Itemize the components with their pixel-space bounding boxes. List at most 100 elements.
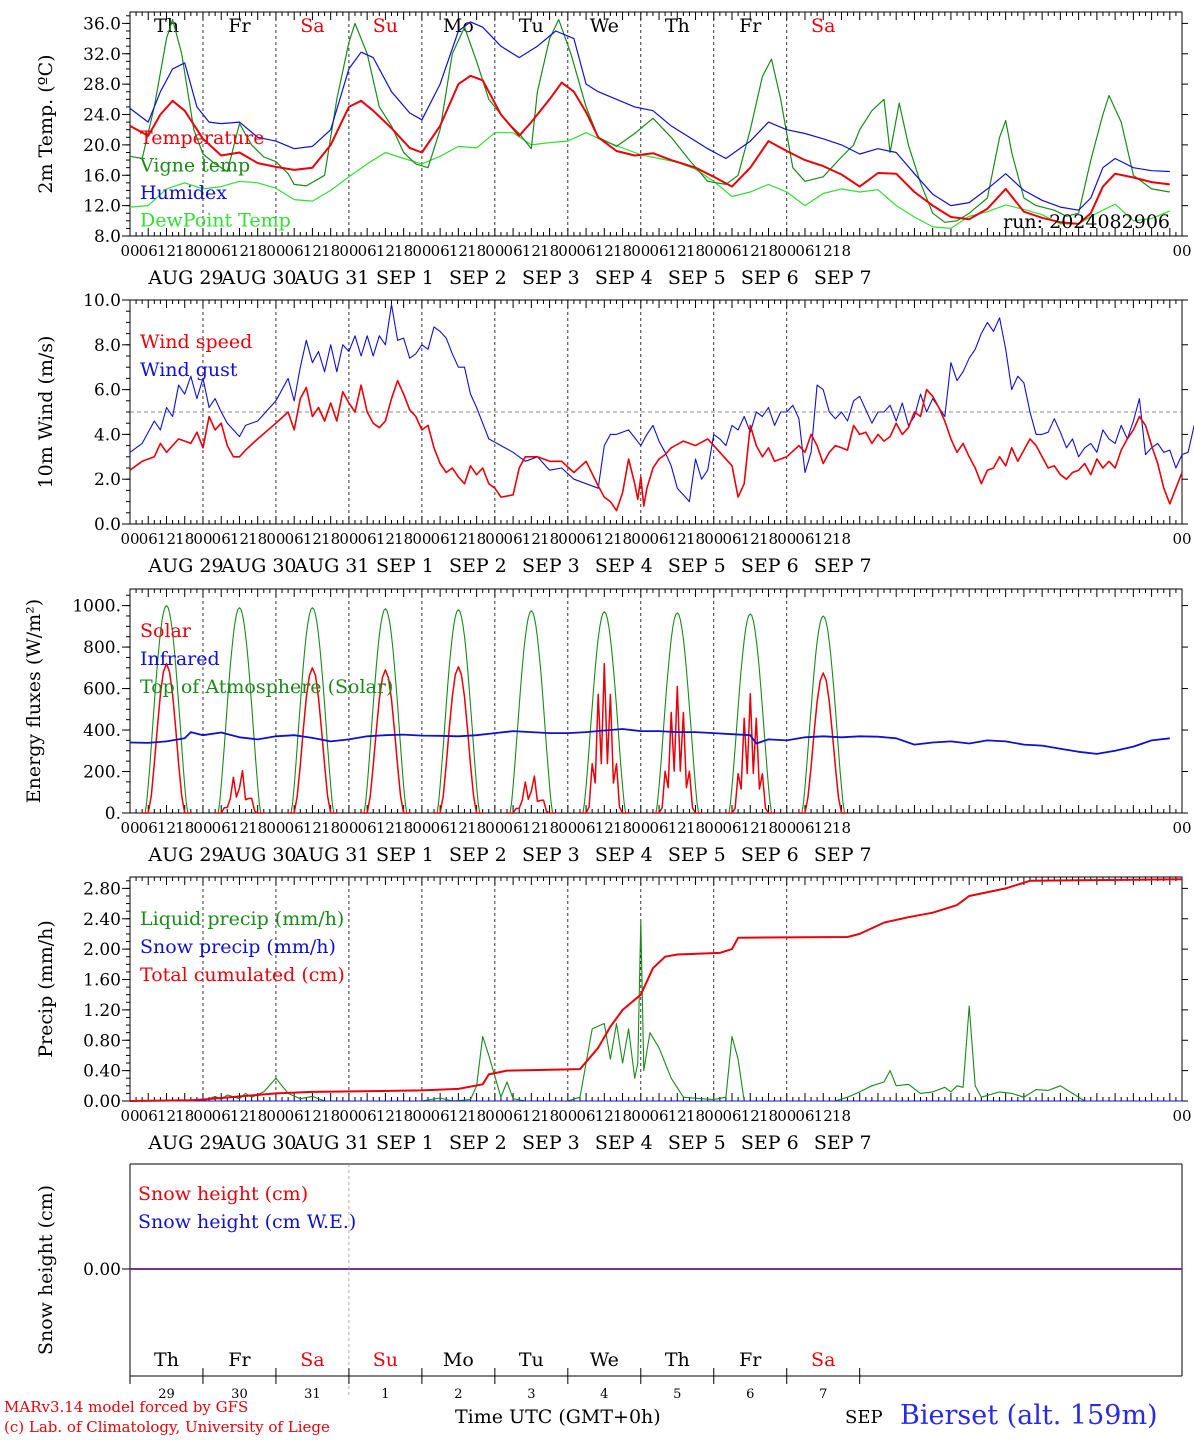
hour-tick-label: 06 [431,1107,450,1125]
solar-day-1 [142,662,191,814]
hour-tick-label: 00 [558,819,577,837]
hour-tick-label: 00 [704,530,723,548]
date-label: SEP 4 [595,1132,653,1154]
hour-tick-label: 00 [266,1107,285,1125]
hour-tick-label: 00 [120,1107,139,1125]
date-label: AUG 29 [147,555,223,577]
hour-tick-label: 12 [230,530,249,548]
hour-tick-label: 06 [212,819,231,837]
date-label: SEP 5 [668,1132,726,1154]
date-label: AUG 31 [293,267,369,289]
date-label: SEP 6 [741,267,799,289]
hour-tick-label: 12 [741,530,760,548]
hour-tick-label: 12 [668,819,687,837]
weekday-label: Sa [300,15,324,37]
hour-tick-label: 00 [704,1107,723,1125]
hour-tick-label: 18 [321,819,340,837]
hour-tick-label: 00 [412,1107,431,1125]
hour-tick-label: 18 [467,242,486,260]
hour-tick-label: 00 [485,242,504,260]
date-label: SEP 4 [595,844,653,866]
hour-tick-label: 06 [504,819,523,837]
day-number-label: 6 [746,1387,754,1402]
date-label: SEP 3 [522,1132,580,1154]
day-number-label: 1 [381,1387,389,1402]
x-axis-title: Time UTC (GMT+0h) [455,1406,661,1428]
date-label: SEP 2 [449,267,507,289]
series-infrared [129,728,1170,755]
legend-dewpoint-temp: DewPoint Temp [140,210,291,232]
hour-tick-label: 00 [558,242,577,260]
hour-tick-label: 18 [467,1107,486,1125]
y-tick-label: 1000. [72,597,121,617]
hour-tick-label: 00 [120,530,139,548]
hour-tick-label: 18 [321,242,340,260]
legend-snow-height-cm: Snow height (cm) [138,1183,308,1205]
hour-tick-label: 18 [540,819,559,837]
legend-snow-precip-mm-h: Snow precip (mm/h) [140,936,336,958]
date-label: SEP 7 [814,555,872,577]
hour-tick-label: 00 [777,1107,796,1125]
hour-tick-label: 12 [595,242,614,260]
y-tick-label: 1.20 [83,1001,121,1021]
hour-tick-label: 18 [394,1107,413,1125]
lab-credit: (c) Lab. of Climatology, University of L… [4,1418,330,1436]
hour-tick-label: 00 [558,1107,577,1125]
hour-tick-label: 00 [631,530,650,548]
legend-humidex: Humidex [140,182,227,204]
panel-0: 8.012.016.020.024.028.032.036.000 06 12 18A… [35,11,1192,289]
hour-tick-label: 12 [449,819,468,837]
date-label: SEP 1 [376,555,434,577]
legend-temperature: Temperature [140,127,264,149]
y-tick-label: 0.0 [94,515,121,535]
hour-tick-label: 00 [412,530,431,548]
hour-tick-label: 18 [540,530,559,548]
toa-solar-day-5 [434,609,483,814]
hour-tick-label: 18 [613,819,632,837]
run-label: run: 2024082906 [1003,211,1170,233]
y-axis-title: Energy fluxes (W/m²) [23,599,45,803]
weekday-label: Th [665,15,690,37]
hour-tick-label: 06 [795,1107,814,1125]
y-tick-label: 0. [105,804,121,824]
date-label: SEP 5 [668,555,726,577]
date-label: SEP 6 [741,844,799,866]
y-tick-label: 8.0 [94,336,121,356]
hour-tick-label: 18 [759,1107,778,1125]
hour-tick-label: 00 [485,819,504,837]
hour-tick-label: 00 [777,819,796,837]
hour-tick-label: 06 [358,530,377,548]
hour-tick-label: 18 [686,819,705,837]
weekday-label: Fr [739,1349,762,1371]
y-tick-label: 36.0 [83,14,121,34]
hour-tick-label: 06 [139,1107,158,1125]
hour-tick-label: 00 [120,242,139,260]
hour-tick-label: 00 [485,1107,504,1125]
hour-tick-label: 06 [285,242,304,260]
y-tick-label: 32.0 [83,45,121,65]
weekday-label: We [590,1349,619,1371]
solar-day-4 [361,669,410,814]
hour-tick-label: 00 [485,530,504,548]
hour-tick-label: 00 [1172,242,1191,260]
hour-tick-label: 06 [504,1107,523,1125]
weekday-label: Th [665,1349,690,1371]
hour-tick-label: 00 [339,242,358,260]
hour-tick-label: 18 [467,530,486,548]
date-label: SEP 6 [741,555,799,577]
hour-tick-label: 12 [376,1107,395,1125]
weekday-label: Su [373,15,398,37]
hour-tick-label: 12 [595,819,614,837]
hour-tick-label: 06 [649,242,668,260]
date-label: SEP 2 [449,555,507,577]
series-vigne-temp [129,19,1170,223]
series-temperature [129,74,1170,225]
y-axis-title: Snow height (cm) [35,1185,57,1355]
solar-day-6 [507,775,556,814]
hour-tick-label: 18 [248,819,267,837]
hour-tick-label: 00 [339,819,358,837]
hour-tick-label: 06 [722,1107,741,1125]
solar-day-5 [434,666,483,814]
hour-tick-label: 00 [704,242,723,260]
hour-tick-label: 06 [285,530,304,548]
